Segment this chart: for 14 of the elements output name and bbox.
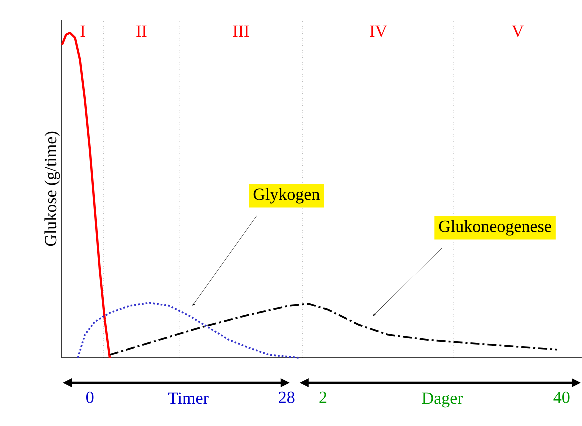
x2-tick-label: 40 <box>554 392 570 404</box>
y-axis-title: Glukose (g/time) <box>44 132 60 246</box>
annotation: II <box>136 26 147 37</box>
annotation: III <box>233 26 250 37</box>
annotation: IV <box>370 26 388 38</box>
annotation: Glukoneogenese <box>439 220 552 236</box>
x-tick-label: 0 <box>86 392 94 404</box>
annotation: V <box>512 26 524 38</box>
annotation: Glykogen <box>254 188 320 204</box>
x-tick-label: 28 <box>279 392 295 404</box>
annotation: I <box>80 26 86 37</box>
x-axis-title: Timer <box>168 392 209 404</box>
x2-axis-title: Dager <box>422 392 464 408</box>
x2-tick-label: 2 <box>320 392 327 404</box>
